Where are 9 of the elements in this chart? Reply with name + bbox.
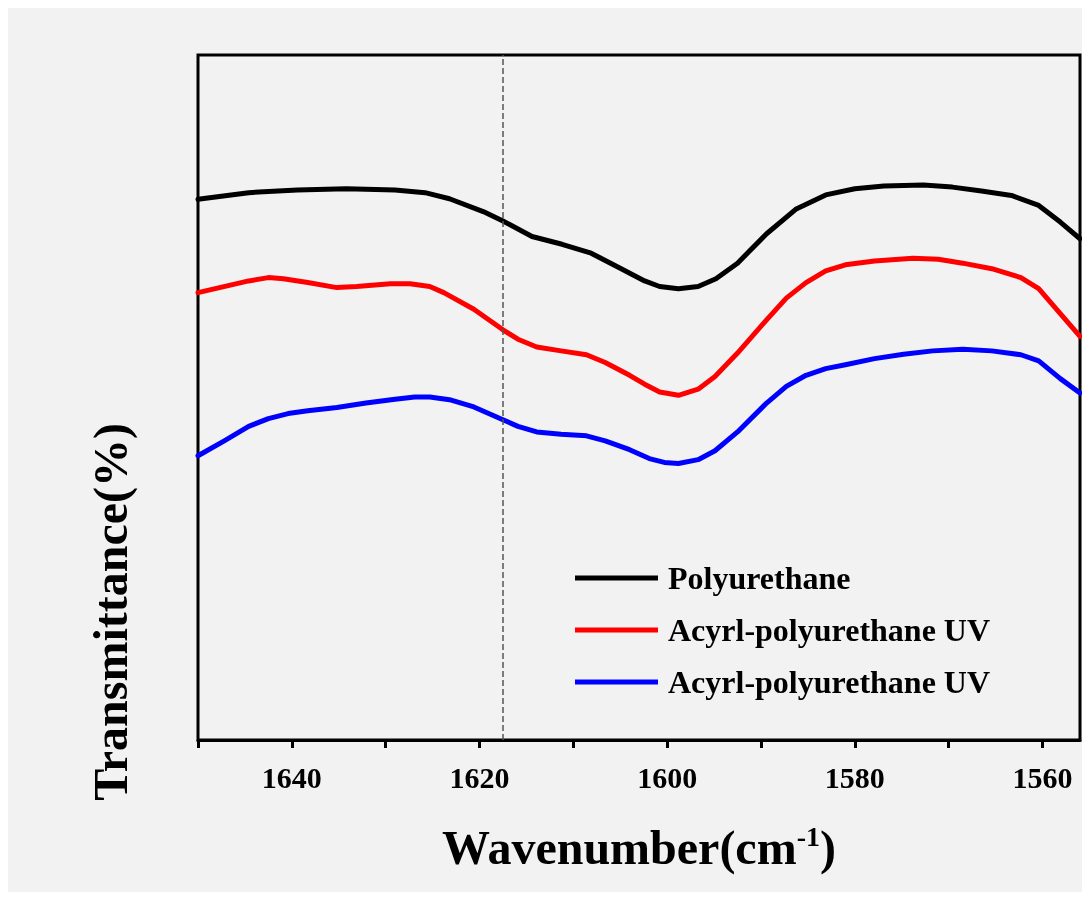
legend-label: Acyrl-polyurethane UV (668, 664, 991, 700)
y-axis-title: Transmittance(%) (83, 422, 138, 801)
x-tick-label: 1560 (1012, 760, 1073, 794)
x-tick-label: 1580 (824, 760, 885, 794)
legend-label: Acyrl-polyurethane UV (668, 612, 991, 648)
x-tick-label: 1620 (449, 760, 510, 794)
x-tick-label: 1600 (637, 760, 698, 794)
x-tick-label: 1640 (261, 760, 322, 794)
legend-label: Polyurethane (668, 560, 851, 596)
